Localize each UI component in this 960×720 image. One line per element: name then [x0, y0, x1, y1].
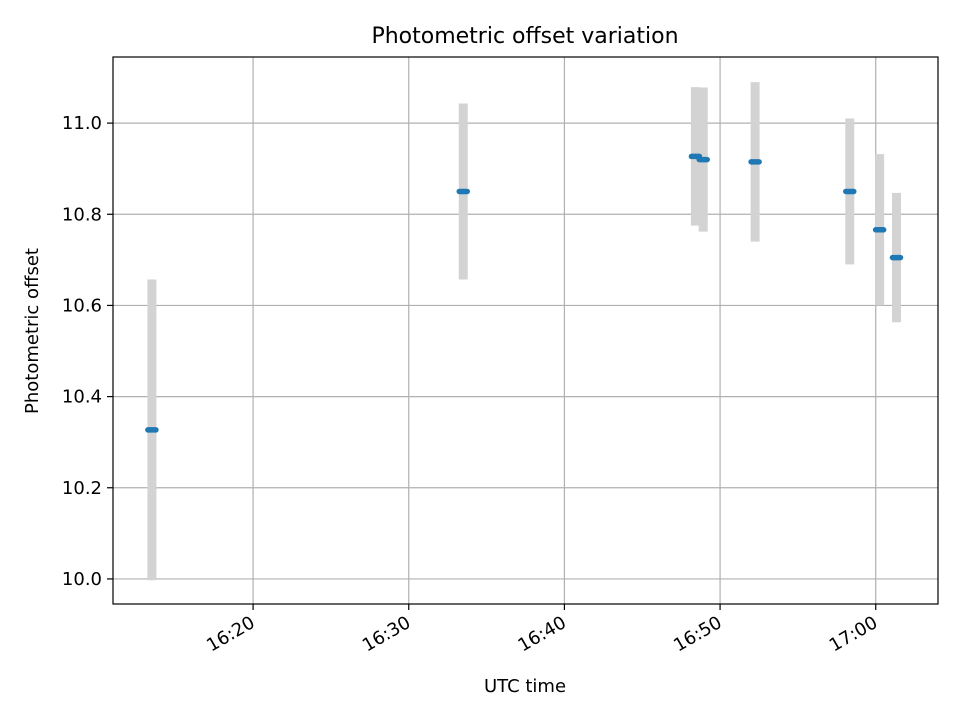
data-markers: [145, 153, 904, 433]
y-tick-label: 11.0: [62, 113, 102, 134]
y-tick-label: 10.6: [62, 295, 102, 316]
y-tick-label: 10.0: [62, 569, 102, 590]
x-axis-label: UTC time: [484, 676, 566, 697]
y-tick-label: 10.8: [62, 204, 102, 225]
y-tick-label: 10.2: [62, 478, 102, 499]
y-tick-label: 10.4: [62, 387, 102, 408]
y-axis-label: Photometric offset: [22, 248, 43, 414]
chart-title: Photometric offset variation: [371, 24, 678, 49]
grid: [113, 57, 938, 604]
plot-area-frame: [112, 56, 939, 605]
